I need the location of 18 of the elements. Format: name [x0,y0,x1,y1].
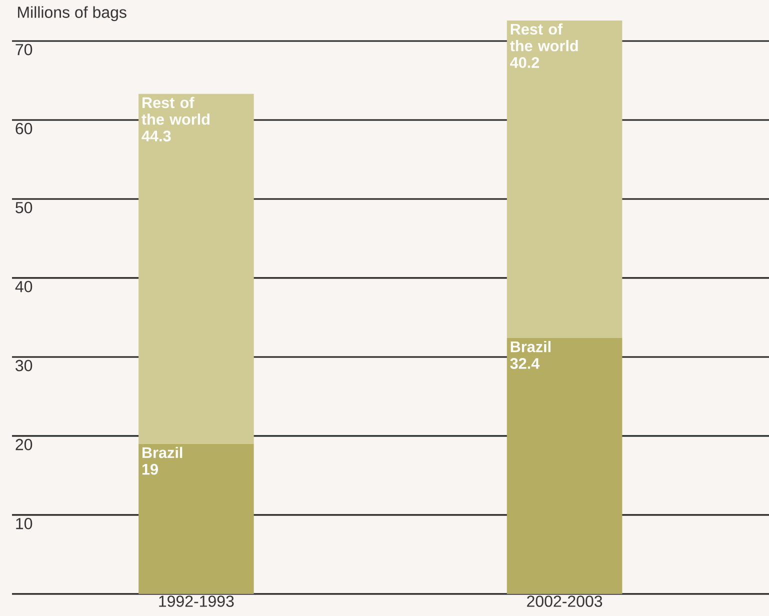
data-label: 40.2 [510,57,540,68]
y-tick-label: 20 [16,438,32,450]
x-tick-label: 1992-1993 [159,596,234,607]
y-axis-title: Millions of bags [18,6,126,22]
x-tick-label: 2002-2003 [527,596,602,607]
y-tick-label: 10 [16,518,32,530]
y-tick-label: 50 [16,202,32,214]
series-label: Rest of the world [510,23,578,52]
series-label: Brazil [510,340,551,352]
y-tick-label: 70 [16,44,32,56]
text: Brazil [142,446,182,458]
data-label: 32.4 [510,358,540,369]
y-tick-label: 30 [16,360,32,372]
y-tick-label: 40 [15,280,32,292]
data-label: 44.3 [142,130,171,142]
data-label: 19 [142,464,158,475]
text: Rest of the world [142,96,210,125]
y-tick-label: 60 [16,122,32,134]
